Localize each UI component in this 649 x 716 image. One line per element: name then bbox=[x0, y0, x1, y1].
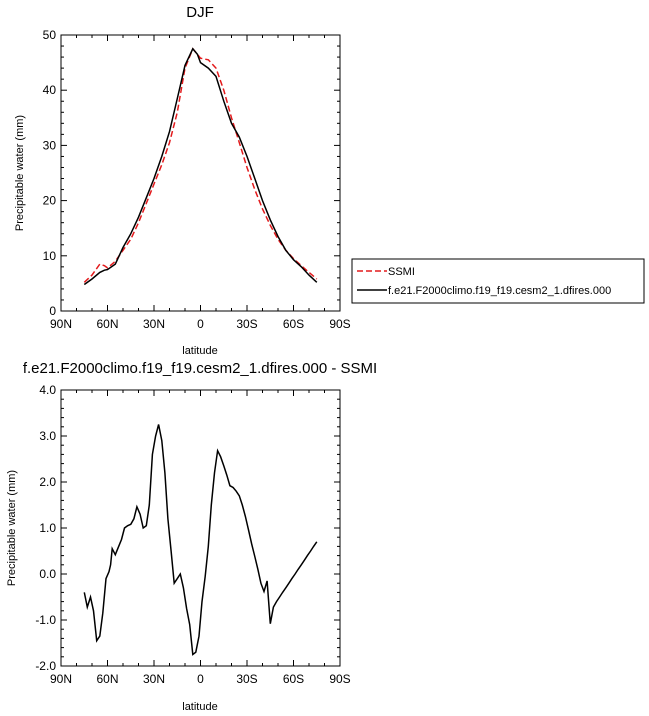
bottom-xtick-label-4: 30S bbox=[236, 672, 257, 686]
top-chart-title: DJF bbox=[186, 4, 214, 21]
bottom-xtick-label-1: 60N bbox=[96, 672, 118, 686]
bottom-ytick-label-3: 1.0 bbox=[39, 521, 56, 535]
legend: SSMI f.e21.F2000climo.f19_f19.cesm2_1.df… bbox=[351, 258, 645, 304]
top-xtick-label-4: 30S bbox=[236, 317, 257, 331]
top-series-line-1 bbox=[83, 47, 318, 286]
bottom-ytick-label-5: 3.0 bbox=[39, 429, 56, 443]
top-chart-xlabel: latitude bbox=[182, 345, 217, 357]
top-xtick-label-5: 60S bbox=[283, 317, 304, 331]
top-chart-plot-area bbox=[60, 34, 341, 312]
top-xtick-label-1: 60N bbox=[96, 317, 118, 331]
bottom-series-line-0 bbox=[83, 424, 318, 656]
top-chart-ylabel: Precipitable water (mm) bbox=[14, 115, 26, 231]
top-ytick-label-2: 20 bbox=[43, 194, 57, 208]
bottom-ytick-label-6: 4.0 bbox=[39, 383, 56, 397]
bottom-ytick-label-0: -2.0 bbox=[35, 659, 56, 673]
bottom-xtick-label-2: 30N bbox=[143, 672, 165, 686]
top-chart-panel: DJF Precipitable water (mm) latitude 90N… bbox=[14, 4, 351, 357]
legend-label-ssmi: SSMI bbox=[388, 266, 415, 278]
top-ytick-label-1: 10 bbox=[43, 249, 57, 263]
legend-box bbox=[351, 258, 645, 304]
top-series-line-0 bbox=[83, 47, 318, 283]
bottom-chart-plot-area bbox=[60, 389, 341, 667]
top-xtick-label-0: 90N bbox=[50, 317, 72, 331]
bottom-chart-xlabel: latitude bbox=[182, 701, 217, 713]
top-xtick-label-6: 90S bbox=[329, 317, 350, 331]
bottom-chart-title: f.e21.F2000climo.f19_f19.cesm2_1.dfires.… bbox=[23, 360, 377, 377]
bottom-xtick-label-3: 0 bbox=[197, 672, 204, 686]
bottom-ytick-label-2: 0.0 bbox=[39, 567, 56, 581]
top-ytick-label-3: 30 bbox=[43, 138, 57, 152]
top-ytick-label-0: 0 bbox=[49, 304, 56, 318]
bottom-chart-ylabel: Precipitable water (mm) bbox=[6, 470, 18, 586]
bottom-ytick-label-4: 2.0 bbox=[39, 475, 56, 489]
top-ytick-label-5: 50 bbox=[43, 28, 57, 42]
bottom-chart-panel: f.e21.F2000climo.f19_f19.cesm2_1.dfires.… bbox=[6, 360, 377, 713]
bottom-xtick-label-0: 90N bbox=[50, 672, 72, 686]
bottom-xtick-label-6: 90S bbox=[329, 672, 350, 686]
legend-label-model: f.e21.F2000climo.f19_f19.cesm2_1.dfires.… bbox=[388, 285, 611, 297]
bottom-xtick-label-5: 60S bbox=[283, 672, 304, 686]
top-xtick-label-3: 0 bbox=[197, 317, 204, 331]
bottom-ytick-label-1: -1.0 bbox=[35, 613, 56, 627]
top-xtick-label-2: 30N bbox=[143, 317, 165, 331]
top-ytick-label-4: 40 bbox=[43, 83, 57, 97]
